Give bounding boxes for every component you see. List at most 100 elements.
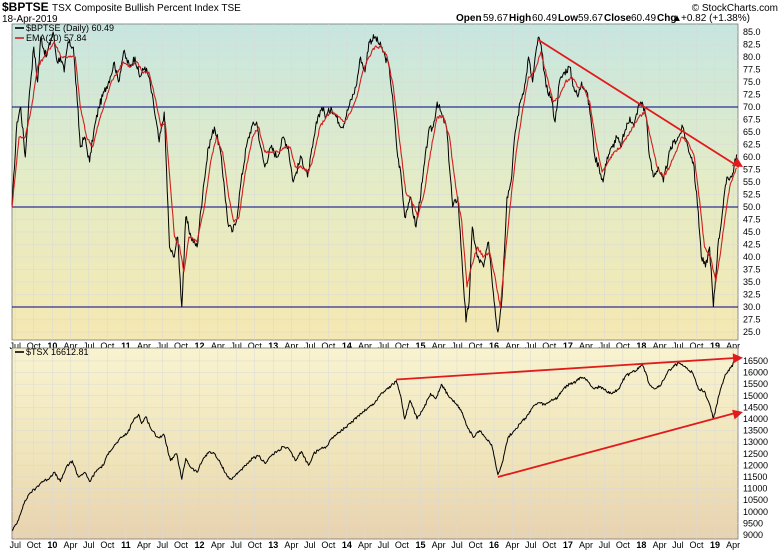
x-tick-label: Jul [525,341,537,351]
trendline-arrow-icon [732,353,744,364]
legend-ema: EMA(20) 57.84 [26,33,87,43]
y-tick-label: 45.0 [743,227,761,237]
x-tick-label: Oct [468,540,483,550]
x-tick-label: Oct [27,341,42,351]
chart-date: 18-Apr-2019 [2,14,58,25]
x-tick-label: Jul [157,341,169,351]
x-tick-label: Oct [542,540,557,550]
trendline [537,38,740,168]
y-tick-label: 62.5 [743,140,761,150]
x-tick-label: Jul [83,540,95,550]
x-tick-label: Apr [137,341,151,351]
x-tick-label: Apr [358,341,372,351]
x-tick-label: Apr [505,540,519,550]
x-tick-label: Apr [579,341,593,351]
y-tick-label: 11500 [743,472,767,482]
y-tick-label: 60.0 [743,152,761,162]
top-panel-reference-lines [12,106,738,308]
top-panel-x-axis: Jul Oct 10 Apr Jul Oct 11 Apr Jul Oct 12 Apr Jul Oct 1… [9,341,740,351]
x-tick-label: Oct [248,341,263,351]
x-tick-label: Oct [689,540,704,550]
y-tick-label: 72.5 [743,90,761,100]
x-tick-label: Apr [358,540,372,550]
y-tick-label: 55.0 [743,177,761,187]
chg-up-icon: ▲ [672,13,682,24]
x-tick-label: 10 [47,540,57,550]
x-tick-label: Oct [174,341,189,351]
bottom-panel-x-axis: Jul Oct 10 Apr Jul Oct 11 Apr Jul Oct 12 Apr Jul Oct 1… [9,540,740,550]
x-tick-label: Oct [100,540,115,550]
x-tick-label: 16 [489,540,499,550]
y-tick-label: 52.5 [743,190,761,200]
x-tick-label: Oct [395,540,410,550]
y-tick-label: 70.0 [743,102,761,112]
y-tick-label: 42.5 [743,240,761,250]
top-legend: $BPTSE (Daily) 60.49 EMA(20) 57.84 [15,23,114,43]
y-tick-label: 12000 [743,460,768,470]
x-tick-label: Jul [599,540,611,550]
chart-name: TSX Composite Bullish Percent Index TSE [52,3,241,14]
x-tick-label: 11 [121,540,131,550]
x-tick-label: Oct [616,341,631,351]
ohlc-readout: Open 59.67 High 60.49 Low 59.67 Close 60… [456,13,750,24]
top-panel-trendline [537,38,744,168]
x-tick-label: 13 [268,341,278,351]
x-tick-label: 19 [710,540,720,550]
y-tick-label: 32.5 [743,290,761,300]
bottom-panel-series [11,357,737,531]
x-tick-label: Oct [174,540,189,550]
trendline [497,411,740,478]
y-tick-label: 40.0 [743,252,761,262]
x-tick-label: Jul [525,540,537,550]
y-tick-label: 80.0 [743,52,761,62]
x-tick-label: Oct [321,540,336,550]
y-tick-label: 13500 [743,426,768,436]
top-panel-y-axis: 85.0 82.5 80.0 77.5 75.0 72.5 70.0 67.5 65.0 62.5… [743,27,761,337]
y-tick-label: 12500 [743,449,768,459]
y-tick-label: 15500 [743,379,768,389]
x-tick-label: 17 [563,341,573,351]
x-tick-label: Apr [137,540,151,550]
x-tick-label: Apr [653,341,667,351]
y-tick-label: 85.0 [743,27,761,37]
x-tick-label: 12 [194,540,204,550]
x-tick-label: Jul [378,540,390,550]
x-tick-label: 12 [194,341,204,351]
y-tick-label: 47.5 [743,215,761,225]
y-tick-label: 50.0 [743,202,761,212]
y-tick-label: 9000 [743,530,763,540]
x-tick-label: 18 [636,540,646,550]
x-tick-label: Oct [689,341,704,351]
chart-symbol: $BPTSE [2,0,49,14]
x-tick-label: 14 [342,341,352,351]
x-tick-label: Jul [9,341,21,351]
x-tick-label: Apr [505,341,519,351]
y-tick-label: 15000 [743,391,768,401]
y-tick-label: 67.5 [743,115,761,125]
y-tick-label: 75.0 [743,77,761,87]
y-tick-label: 9500 [743,518,763,528]
chg-label: Chg [657,13,676,24]
bottom-panel-trendlines [396,353,744,478]
high-value: 60.49 [532,13,557,24]
tsx-line [11,357,737,531]
x-tick-label: Oct [321,341,336,351]
x-tick-label: Jul [304,540,316,550]
x-tick-label: 10 [47,341,57,351]
y-tick-label: 25.0 [743,327,761,337]
x-tick-label: Apr [432,341,446,351]
x-tick-label: Jul [451,341,463,351]
y-tick-label: 35.0 [743,277,761,287]
trendline-arrow-icon [732,409,744,420]
y-tick-label: 13000 [743,437,768,447]
y-tick-label: 37.5 [743,265,761,275]
chg-value: +0.82 (+1.38%) [681,13,750,24]
ema-line [11,41,738,308]
x-tick-label: 16 [489,341,499,351]
x-tick-label: Jul [9,540,21,550]
x-tick-label: Jul [230,540,242,550]
x-tick-label: Jul [157,540,169,550]
x-tick-label: Apr [63,341,77,351]
